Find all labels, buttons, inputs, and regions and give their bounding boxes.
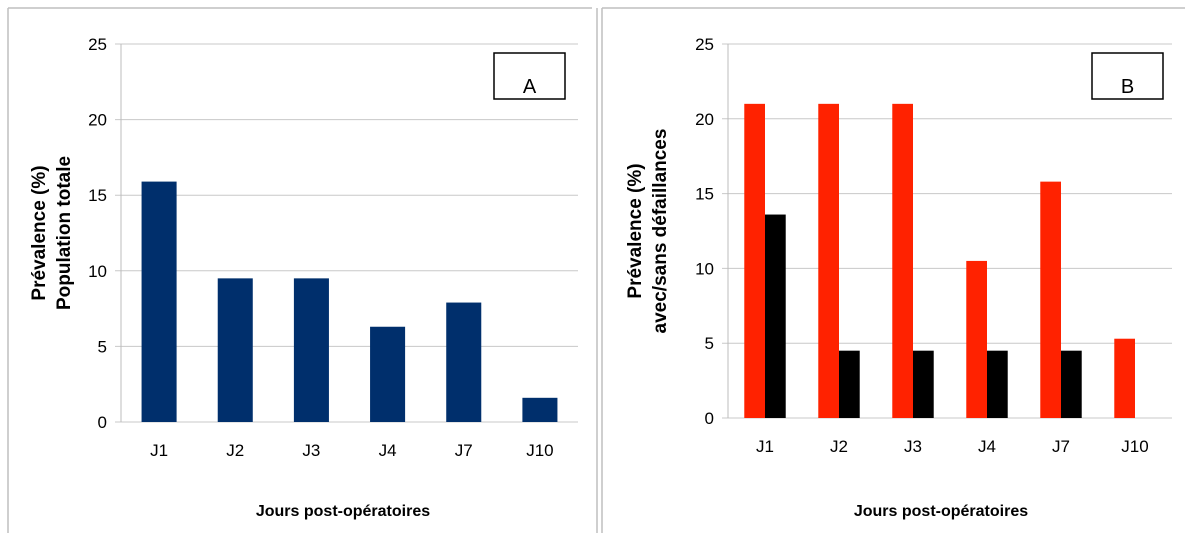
bar: [818, 103, 839, 418]
bar: [446, 302, 482, 422]
y-tick-label: 20: [88, 111, 107, 130]
panel-label: A: [523, 76, 537, 98]
y-tick-label: 20: [695, 110, 714, 129]
bar: [370, 326, 406, 422]
bar: [1114, 338, 1135, 418]
bar: [744, 103, 765, 418]
y-tick-label: 15: [88, 186, 107, 205]
chart-panel-a: 0 5 10 15 20 25 J1 J2 J3 J4 J7 J10 A Prévalence (%) Po…: [29, 35, 578, 520]
bar: [987, 350, 1008, 418]
x-tick-label: J10: [526, 441, 553, 460]
y-tick-label: 5: [98, 337, 107, 356]
y-tick-label: 10: [88, 262, 107, 281]
y-axis-label-line: Population totale: [54, 156, 75, 310]
bar: [913, 350, 934, 418]
bar: [217, 278, 253, 422]
chart-panel-b: 0 5 10 15 20 25 J1 J2 J3 J4 J7 J10 B Prévalence (%) av…: [625, 35, 1172, 520]
x-tick-label: J4: [379, 441, 397, 460]
panel-label-box: [1091, 52, 1164, 100]
y-tick-label: 5: [705, 334, 714, 353]
x-tick-label: J7: [1052, 437, 1070, 456]
bar: [839, 350, 860, 418]
x-tick-label: J2: [830, 437, 848, 456]
bar: [522, 397, 558, 422]
x-tick-label: J3: [302, 441, 320, 460]
y-tick-label: 25: [695, 35, 714, 54]
y-tick-label: 25: [88, 35, 107, 54]
y-axis-label-line: avec/sans défaillances: [650, 129, 671, 334]
panel-label-box: [493, 52, 566, 100]
x-tick-label: J2: [226, 441, 244, 460]
x-axis-label: Jours post-opératoires: [256, 503, 430, 520]
x-tick-label: J4: [978, 437, 996, 456]
x-tick-label: J7: [455, 441, 473, 460]
bar: [141, 181, 177, 422]
x-axis-label: Jours post-opératoires: [854, 503, 1028, 520]
x-tick-label: J1: [756, 437, 774, 456]
bar: [1061, 350, 1082, 418]
bar: [892, 103, 913, 418]
y-axis-label-line: Prévalence (%): [625, 163, 646, 298]
y-axis-label-line: Prévalence (%): [29, 165, 50, 300]
bar: [765, 214, 786, 418]
bar: [293, 278, 329, 422]
y-tick-label: 10: [695, 259, 714, 278]
panel-label: B: [1121, 76, 1134, 98]
x-tick-label: J1: [150, 441, 168, 460]
x-tick-label: J3: [904, 437, 922, 456]
y-tick-label: 15: [695, 185, 714, 204]
x-tick-label: J10: [1121, 437, 1148, 456]
bar: [966, 260, 987, 418]
y-tick-label: 0: [98, 413, 107, 432]
y-tick-label: 0: [705, 409, 714, 428]
bar: [1040, 181, 1061, 418]
